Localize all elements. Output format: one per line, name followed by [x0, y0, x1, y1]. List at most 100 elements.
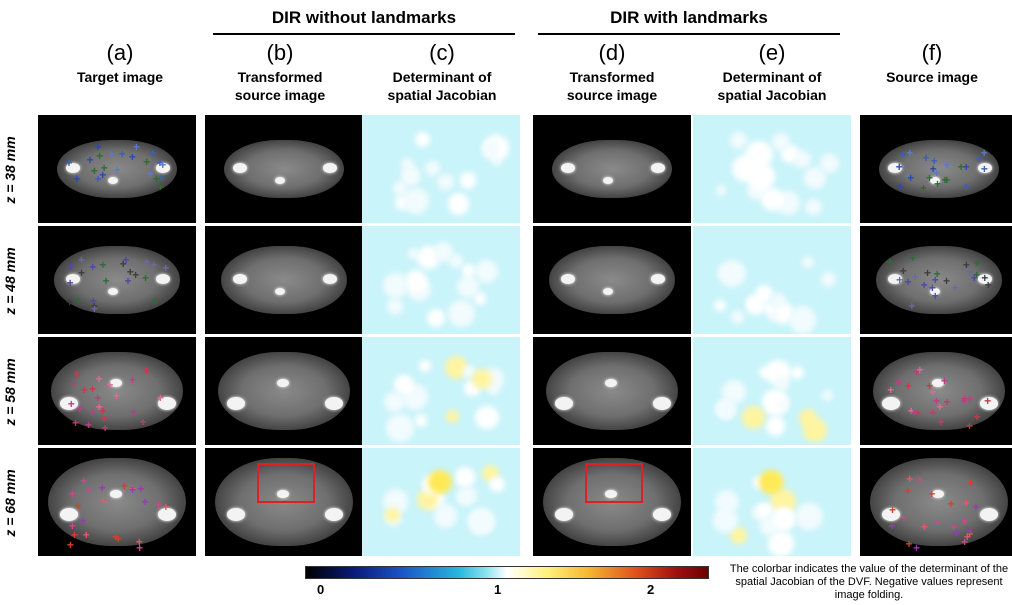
- jacobian-blob: [382, 273, 408, 299]
- jacobian-blob: [386, 297, 404, 315]
- landmark-marker: +: [151, 293, 159, 308]
- landmark-marker: +: [966, 264, 974, 279]
- jacobian-blob: [481, 139, 499, 157]
- bone-0: [882, 397, 900, 410]
- landmark-marker: +: [984, 277, 992, 292]
- bone-0: [561, 274, 575, 284]
- landmark-marker: +: [73, 367, 81, 382]
- jacobian-blob: [742, 406, 765, 429]
- jacobian-blob: [386, 414, 414, 442]
- panel-row2-colb: [205, 226, 363, 334]
- landmark-marker: +: [925, 378, 933, 393]
- bone-2: [110, 490, 122, 499]
- jacobian-blob: [766, 310, 778, 322]
- landmark-marker: +: [89, 259, 97, 274]
- landmark-marker: +: [84, 417, 92, 432]
- landmark-marker: +: [91, 301, 99, 316]
- landmark-marker: +: [143, 154, 151, 169]
- column-f-subtitle: Source image: [886, 69, 978, 85]
- landmark-marker: +: [928, 280, 936, 295]
- bone-2: [108, 288, 118, 295]
- bone-2: [930, 177, 940, 184]
- landmark-marker: +: [100, 492, 108, 507]
- landmark-marker: +: [76, 402, 84, 417]
- landmark-marker: +: [102, 274, 110, 289]
- jacobian-blob: [384, 391, 405, 413]
- landmark-marker: +: [960, 391, 968, 406]
- landmark-marker: +: [886, 254, 894, 269]
- bone-1: [156, 163, 170, 173]
- jacobian-blob: [467, 507, 495, 535]
- landmark-marker: +: [941, 172, 949, 187]
- panel-row1-colf: + + + + + + + + + + + + + + + + + + + + + +: [860, 115, 1012, 223]
- landmark-marker: +: [943, 394, 951, 409]
- panel-row1-colb: [205, 115, 363, 223]
- jacobian-blob: [449, 254, 463, 268]
- landmark-marker: +: [94, 171, 102, 186]
- panel-row3-colc: [362, 337, 520, 445]
- bone-2: [277, 379, 289, 388]
- landmark-marker: +: [904, 169, 912, 184]
- jacobian-blob: [405, 269, 428, 293]
- landmark-marker: +: [66, 294, 74, 309]
- bone-0: [66, 274, 80, 284]
- landmark-marker: +: [154, 498, 162, 513]
- landmark-marker: +: [135, 535, 143, 550]
- landmark-marker: +: [98, 480, 106, 495]
- landmark-marker: +: [920, 181, 928, 196]
- landmark-marker: +: [142, 270, 150, 285]
- landmark-marker: +: [108, 146, 116, 161]
- panel-row2-colc: [362, 226, 520, 334]
- landmark-marker: +: [99, 167, 107, 182]
- landmark-marker: +: [922, 150, 930, 165]
- ct-body: [873, 352, 1005, 430]
- landmark-marker: +: [79, 514, 87, 529]
- jacobian-blob: [401, 158, 413, 170]
- landmark-marker: +: [100, 411, 108, 426]
- landmark-marker: +: [101, 420, 109, 435]
- jacobian-blob: [805, 198, 823, 216]
- landmark-marker: +: [966, 418, 974, 433]
- bone-0: [882, 508, 900, 521]
- group-title-without-landmarks: DIR without landmarks: [271, 8, 457, 27]
- panel-row3-colf: + + + + + + + + + + + + + + + + + + + + + +: [860, 337, 1012, 445]
- jacobian-blob: [715, 185, 727, 196]
- landmark-marker: +: [162, 261, 170, 276]
- landmark-marker: +: [66, 275, 74, 290]
- jacobian-blob: [757, 502, 774, 518]
- bone-0: [60, 397, 78, 410]
- jacobian-blob: [459, 172, 477, 189]
- landmark-marker: +: [975, 152, 983, 167]
- jacobian-blob: [759, 367, 771, 379]
- colorbar-tick-2: 2: [647, 582, 655, 597]
- jacobian-blob: [803, 166, 826, 189]
- jacobian-blob: [426, 308, 445, 327]
- bone-0: [888, 163, 902, 173]
- column-a-letter: (a): [106, 40, 134, 65]
- landmark-marker: +: [929, 161, 937, 176]
- jacobian-blob: [424, 161, 440, 177]
- column-d-subtitle: Transformed source image: [566, 69, 658, 103]
- region-of-interest-box: [585, 463, 643, 503]
- landmark-marker: +: [146, 167, 154, 182]
- landmark-marker: +: [68, 487, 76, 502]
- panel-row3-cola: + + + + + + + + + + + + + + + + + + + + + +: [38, 337, 196, 445]
- landmark-marker: +: [928, 486, 936, 501]
- landmark-marker: +: [940, 374, 948, 389]
- landmark-marker: +: [924, 265, 932, 280]
- landmark-marker: +: [953, 526, 961, 541]
- bone-0: [227, 397, 245, 410]
- bone-2: [605, 490, 617, 499]
- landmark-marker: +: [86, 153, 94, 168]
- jacobian-blob: [402, 188, 429, 215]
- landmark-marker: +: [907, 404, 915, 419]
- landmark-marker: +: [95, 371, 103, 386]
- landmark-marker: +: [973, 267, 981, 282]
- landmark-marker: +: [162, 499, 170, 514]
- jacobian-blob: [385, 507, 400, 522]
- column-b-letter: (b): [266, 40, 294, 65]
- jacobian-blob: [433, 503, 458, 528]
- jacobian-blob: [445, 409, 459, 423]
- panel-row4-colc: [362, 448, 520, 556]
- row-label-z58: z = 58 mm: [0, 337, 20, 447]
